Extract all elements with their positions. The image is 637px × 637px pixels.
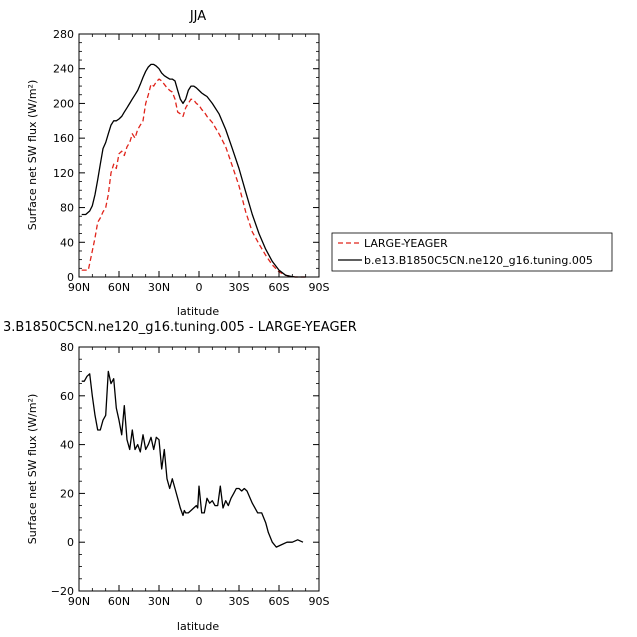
top-panel: JJA 90N 60N 30N 0 30S 60S 90S 0 40 80 120 160 200 240… <box>26 9 330 318</box>
bottom-x-tick-label: 30N <box>148 595 170 608</box>
bottom-y-tick-label: 40 <box>60 439 74 452</box>
bottom-plot-frame <box>78 346 320 592</box>
top-x-tick-label: 0 <box>196 281 203 294</box>
bottom-x-tick-label: 30S <box>229 595 250 608</box>
top-series-line-0 <box>81 78 306 278</box>
bottom-x-tick-label: 0 <box>196 595 203 608</box>
bottom-y-tick-label: 80 <box>60 341 74 354</box>
top-xlabel: latitude <box>177 305 219 318</box>
top-y-tick-label: 40 <box>60 236 74 249</box>
bottom-x-tick-label: 90N <box>68 595 90 608</box>
legend: LARGE-YEAGER b.e13.B1850C5CN.ne120_g16.t… <box>331 232 613 272</box>
legend-label-large-yeager: LARGE-YEAGER <box>364 237 448 250</box>
top-plot-frame <box>78 33 320 278</box>
top-x-tick-label: 90S <box>309 281 330 294</box>
top-series-line-1 <box>81 63 306 278</box>
bottom-panel: 3.B1850C5CN.ne120_g16.tuning.005 - LARGE… <box>3 320 357 633</box>
top-y-tick-label: 160 <box>53 132 74 145</box>
bottom-xlabel: latitude <box>177 620 219 633</box>
top-x-tick-label: 90N <box>68 281 90 294</box>
legend-label-tuning: b.e13.B1850C5CN.ne120_g16.tuning.005 <box>364 254 593 267</box>
bottom-chart-title: 3.B1850C5CN.ne120_g16.tuning.005 - LARGE… <box>3 320 357 335</box>
bottom-x-tick-label: 60N <box>108 595 130 608</box>
bottom-y-tick-label: 20 <box>60 487 74 500</box>
bottom-x-tick-label: 60S <box>269 595 290 608</box>
bottom-y-tick-label: 0 <box>67 536 74 549</box>
top-y-tick-label: 200 <box>53 97 74 110</box>
top-chart-title: JJA <box>189 9 206 24</box>
top-ylabel: Surface net SW flux (W/m²) <box>26 80 39 231</box>
top-x-tick-label: 60S <box>269 281 290 294</box>
top-axis-ticks: 90N 60N 30N 0 30S 60S 90S 0 40 80 120 160 200 240 280 <box>53 28 330 294</box>
top-x-tick-label: 30S <box>229 281 250 294</box>
legend-box <box>331 232 613 272</box>
bottom-axis-ticks: 90N 60N 30N 0 30S 60S 90S −20 0 20 40 60 80 <box>51 341 330 608</box>
bottom-ylabel: Surface net SW flux (W/m²) <box>26 394 39 545</box>
top-y-tick-label: 0 <box>67 271 74 284</box>
bottom-y-tick-label: −20 <box>51 585 74 598</box>
top-y-tick-label: 80 <box>60 202 74 215</box>
top-y-tick-label: 120 <box>53 167 74 180</box>
top-y-tick-label: 280 <box>53 28 74 41</box>
bottom-series-lines <box>81 370 304 548</box>
top-x-tick-label: 30N <box>148 281 170 294</box>
bottom-x-tick-label: 90S <box>309 595 330 608</box>
bottom-series-line-0 <box>81 370 304 548</box>
bottom-y-tick-label: 60 <box>60 390 74 403</box>
top-x-tick-label: 60N <box>108 281 130 294</box>
top-series-lines <box>81 63 306 278</box>
top-y-tick-label: 240 <box>53 63 74 76</box>
